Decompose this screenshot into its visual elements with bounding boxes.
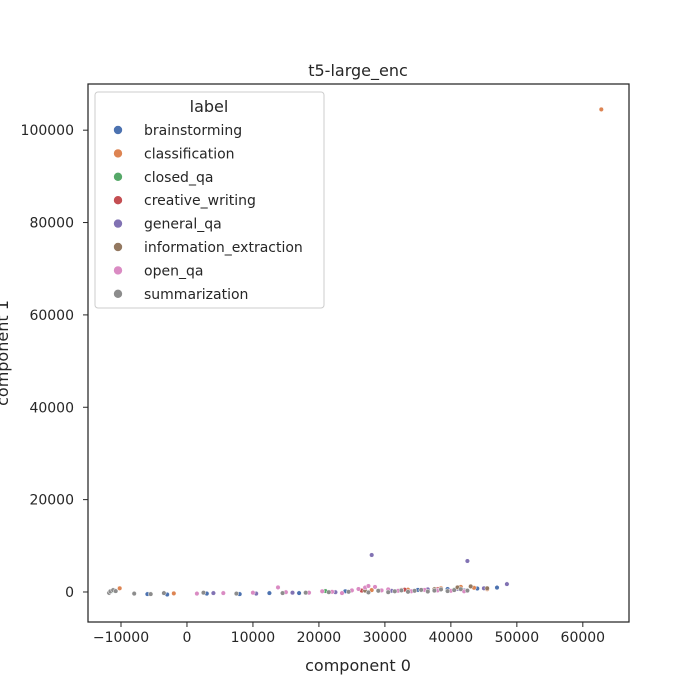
- legend-marker: [113, 125, 123, 135]
- point-open-qa: [365, 583, 371, 589]
- point-summarization: [398, 587, 404, 593]
- point-general-qa: [369, 552, 375, 558]
- point-summarization: [464, 588, 470, 594]
- point-summarization: [385, 589, 391, 595]
- legend-label: brainstorming: [144, 123, 242, 139]
- legend-marker: [113, 218, 123, 229]
- point-summarization: [392, 588, 398, 594]
- point-summarization: [431, 588, 437, 594]
- legend-label: classification: [144, 146, 235, 162]
- point-summarization: [161, 590, 167, 596]
- point-summarization: [326, 589, 332, 595]
- legend-label: summarization: [144, 287, 248, 303]
- point-summarization: [451, 587, 457, 593]
- point-summarization: [148, 591, 154, 597]
- legend-marker: [113, 242, 123, 252]
- legend-label: closed_qa: [144, 170, 213, 186]
- y-tick-label: 20000: [29, 493, 74, 509]
- legend: label brainstorming classification closed_…: [94, 91, 325, 309]
- points-layer: [106, 106, 604, 598]
- point-open-qa: [220, 590, 226, 596]
- point-information-extraction: [468, 583, 474, 589]
- x-tick-label: 10000: [231, 630, 276, 646]
- point-general-qa: [289, 590, 296, 596]
- point-classification: [598, 106, 604, 112]
- legend-label: general_qa: [144, 217, 222, 233]
- chart-title: t5-large_enc: [308, 61, 408, 81]
- y-axis: 0 20000 40000 60000 80000 100000: [21, 123, 88, 601]
- point-brainstorming: [266, 590, 272, 596]
- y-tick-label: 80000: [29, 216, 74, 232]
- point-general-qa: [464, 558, 470, 564]
- x-tick-label: −10000: [93, 630, 149, 646]
- x-tick-label: 50000: [495, 630, 540, 646]
- x-tick-label: 20000: [297, 630, 342, 646]
- point-summarization: [412, 588, 418, 594]
- legend-marker: [113, 265, 123, 276]
- point-summarization: [438, 586, 444, 592]
- point-summarization: [233, 591, 239, 597]
- x-tick-label: 60000: [561, 630, 606, 646]
- legend-label: open_qa: [144, 263, 203, 279]
- point-summarization: [425, 588, 431, 595]
- point-summarization: [131, 591, 137, 597]
- legend-marker: [113, 288, 123, 299]
- legend-box: [94, 91, 325, 309]
- point-summarization: [280, 590, 286, 596]
- point-classification: [171, 590, 177, 596]
- point-open-qa: [250, 590, 256, 596]
- point-summarization: [346, 589, 352, 595]
- plot-frame: [87, 83, 630, 623]
- point-open-qa: [319, 588, 325, 594]
- y-tick-label: 40000: [29, 400, 74, 416]
- point-summarization: [375, 588, 381, 594]
- point-open-qa: [275, 584, 281, 590]
- point-classification: [117, 585, 123, 591]
- legend-label: creative_writing: [144, 193, 256, 209]
- x-tick-label: 30000: [363, 630, 408, 646]
- y-tick-label: 0: [65, 585, 74, 601]
- legend-items: brainstorming classification closed_qacrea…: [113, 123, 303, 303]
- point-summarization: [458, 586, 464, 592]
- point-open-qa: [339, 590, 345, 596]
- x-tick-label: 0: [183, 630, 192, 646]
- y-axis-title: component 1: [0, 300, 12, 406]
- point-summarization: [418, 587, 424, 593]
- point-open-qa: [194, 591, 200, 597]
- x-axis-title: component 0: [305, 656, 411, 675]
- point-summarization: [303, 590, 309, 596]
- legend-marker: [113, 148, 123, 159]
- point-summarization: [445, 588, 451, 594]
- point-general-qa: [210, 590, 216, 596]
- point-general-qa: [504, 581, 510, 587]
- legend-marker: [113, 195, 123, 205]
- point-brainstorming: [494, 585, 500, 591]
- point-summarization: [113, 588, 119, 594]
- y-tick-label: 100000: [21, 123, 74, 139]
- point-summarization: [405, 589, 411, 595]
- point-open-qa: [372, 584, 378, 590]
- point-open-qa: [355, 586, 362, 592]
- point-information-extraction: [484, 585, 490, 591]
- legend-title: label: [190, 97, 229, 116]
- legend-label: information_extraction: [144, 240, 303, 256]
- point-brainstorming: [296, 590, 302, 596]
- y-tick-label: 60000: [29, 308, 74, 324]
- x-tick-label: 40000: [429, 630, 474, 646]
- point-summarization: [365, 589, 371, 595]
- point-summarization: [200, 590, 207, 596]
- x-axis: −10000 0 10000 20000 30000 40000 50000 60000: [93, 622, 605, 646]
- legend-marker: [113, 172, 123, 182]
